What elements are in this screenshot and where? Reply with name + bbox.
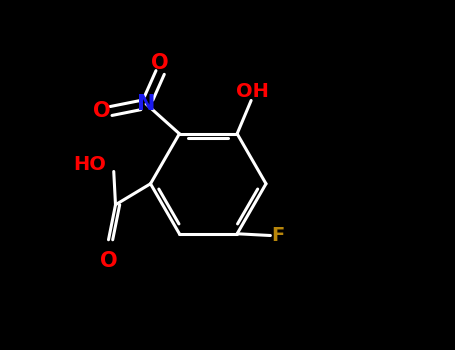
Text: HO: HO: [73, 155, 106, 174]
Text: O: O: [92, 101, 110, 121]
Text: O: O: [152, 53, 169, 73]
Text: N: N: [137, 94, 155, 114]
Text: F: F: [272, 226, 285, 245]
Text: O: O: [100, 251, 117, 271]
Text: OH: OH: [237, 82, 269, 101]
